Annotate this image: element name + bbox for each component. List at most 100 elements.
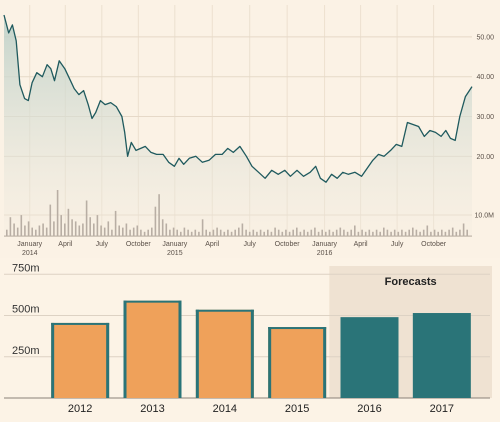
volume-bar <box>412 227 414 236</box>
price-line <box>3 14 473 183</box>
volume-bar <box>209 231 211 236</box>
x-tick-label: July <box>243 241 256 248</box>
bar-right-edge <box>250 309 254 398</box>
volume-bar <box>71 219 73 236</box>
volume-bar <box>451 227 454 236</box>
bar-x-tick-label: 2017 <box>430 403 454 415</box>
volume-bar <box>82 223 84 236</box>
x-tick-year: 2014 <box>22 250 38 257</box>
volume-bars <box>6 190 468 236</box>
volume-bar <box>111 229 113 236</box>
volume-bar <box>129 229 131 236</box>
x-tick-year: 2016 <box>317 250 333 257</box>
volume-bar <box>35 229 37 236</box>
volume-bar <box>390 231 392 236</box>
volume-bar <box>169 229 171 236</box>
volume-bar <box>375 229 378 236</box>
y-tick-label: 40.00 <box>476 74 494 81</box>
volume-bar <box>187 229 189 236</box>
volume-bar <box>6 229 8 236</box>
volume-bar <box>31 227 33 236</box>
volume-bar <box>147 229 149 236</box>
volume-bar <box>335 229 338 236</box>
volume-bar <box>466 229 468 236</box>
volume-bar <box>346 231 349 236</box>
volume-bar <box>328 229 331 236</box>
volume-bar <box>361 229 363 236</box>
volume-bar <box>372 231 374 236</box>
volume-bar <box>248 231 251 236</box>
volume-bar <box>448 229 450 236</box>
volume-bar <box>245 229 247 236</box>
x-tick-label: July <box>391 241 404 248</box>
volume-bar <box>299 231 302 236</box>
bar-top-edge <box>51 322 110 325</box>
bar-x-tick-label: 2013 <box>140 403 164 415</box>
volume-bar <box>53 221 55 236</box>
volume-bar <box>350 229 352 236</box>
bar-x-tick-label: 2012 <box>68 403 92 415</box>
volume-bar <box>357 231 360 236</box>
volume-bar <box>303 229 305 236</box>
price-x-ticks: January 2014 April July October January 2015 Ap… <box>17 241 446 257</box>
volume-bar <box>60 215 62 236</box>
bar-right-edge <box>323 327 327 398</box>
volume-bar <box>314 227 316 236</box>
volume-bar <box>433 229 436 236</box>
bar <box>123 300 182 398</box>
volume-bar <box>422 229 425 236</box>
volume-bar <box>93 223 95 236</box>
volume-bar <box>241 223 244 236</box>
volume-bar <box>89 217 91 236</box>
bar-right-edge <box>178 300 182 398</box>
volume-bar <box>158 194 160 236</box>
volume-bar <box>9 217 12 236</box>
volume-bar <box>140 229 142 236</box>
volume-bar <box>277 229 280 236</box>
volume-bar <box>281 231 284 236</box>
x-tick-label: April <box>58 241 72 248</box>
volume-bar <box>194 229 197 236</box>
volume-bar <box>56 190 59 236</box>
volume-bar <box>107 221 110 236</box>
volume-bar <box>96 215 99 236</box>
volume-bar <box>13 223 15 236</box>
volume-bar <box>383 227 385 236</box>
y-tick-label: 30.00 <box>476 114 494 121</box>
volume-bar <box>151 227 153 236</box>
bar-x-tick-label: 2014 <box>213 403 237 415</box>
volume-bar <box>419 231 421 236</box>
volume-bar <box>172 227 175 236</box>
x-tick-label: October <box>421 241 447 248</box>
volume-bar <box>274 227 276 236</box>
bar-x-tick-label: 2016 <box>357 403 381 415</box>
bar <box>412 313 471 398</box>
volume-bar <box>205 229 207 236</box>
volume-bar <box>238 227 240 236</box>
bar-y-tick-label: 500m <box>12 304 40 316</box>
x-tick-label: October <box>275 241 301 248</box>
price-line-group <box>3 14 473 183</box>
volume-bar <box>285 229 287 236</box>
volume-bar <box>310 229 313 236</box>
x-tick-label: January <box>17 241 42 248</box>
price-area-fill <box>4 15 472 236</box>
volume-bar <box>143 231 146 236</box>
bar-left-edge <box>51 322 55 398</box>
volume-bar <box>263 231 265 236</box>
x-tick-label: January <box>162 241 187 248</box>
volume-bar <box>288 231 291 236</box>
volume-bar <box>180 231 182 236</box>
volume-bar <box>118 225 120 236</box>
volume-bar <box>67 208 70 236</box>
volume-bar <box>270 231 273 236</box>
volume-bar <box>42 223 44 236</box>
volume-bar <box>216 227 218 236</box>
volume-bar <box>252 229 255 236</box>
volume-bar <box>20 215 23 236</box>
volume-bar <box>393 229 396 236</box>
bar-top-edge <box>195 309 254 312</box>
x-tick-label: July <box>96 241 109 248</box>
volume-bar <box>292 229 294 236</box>
